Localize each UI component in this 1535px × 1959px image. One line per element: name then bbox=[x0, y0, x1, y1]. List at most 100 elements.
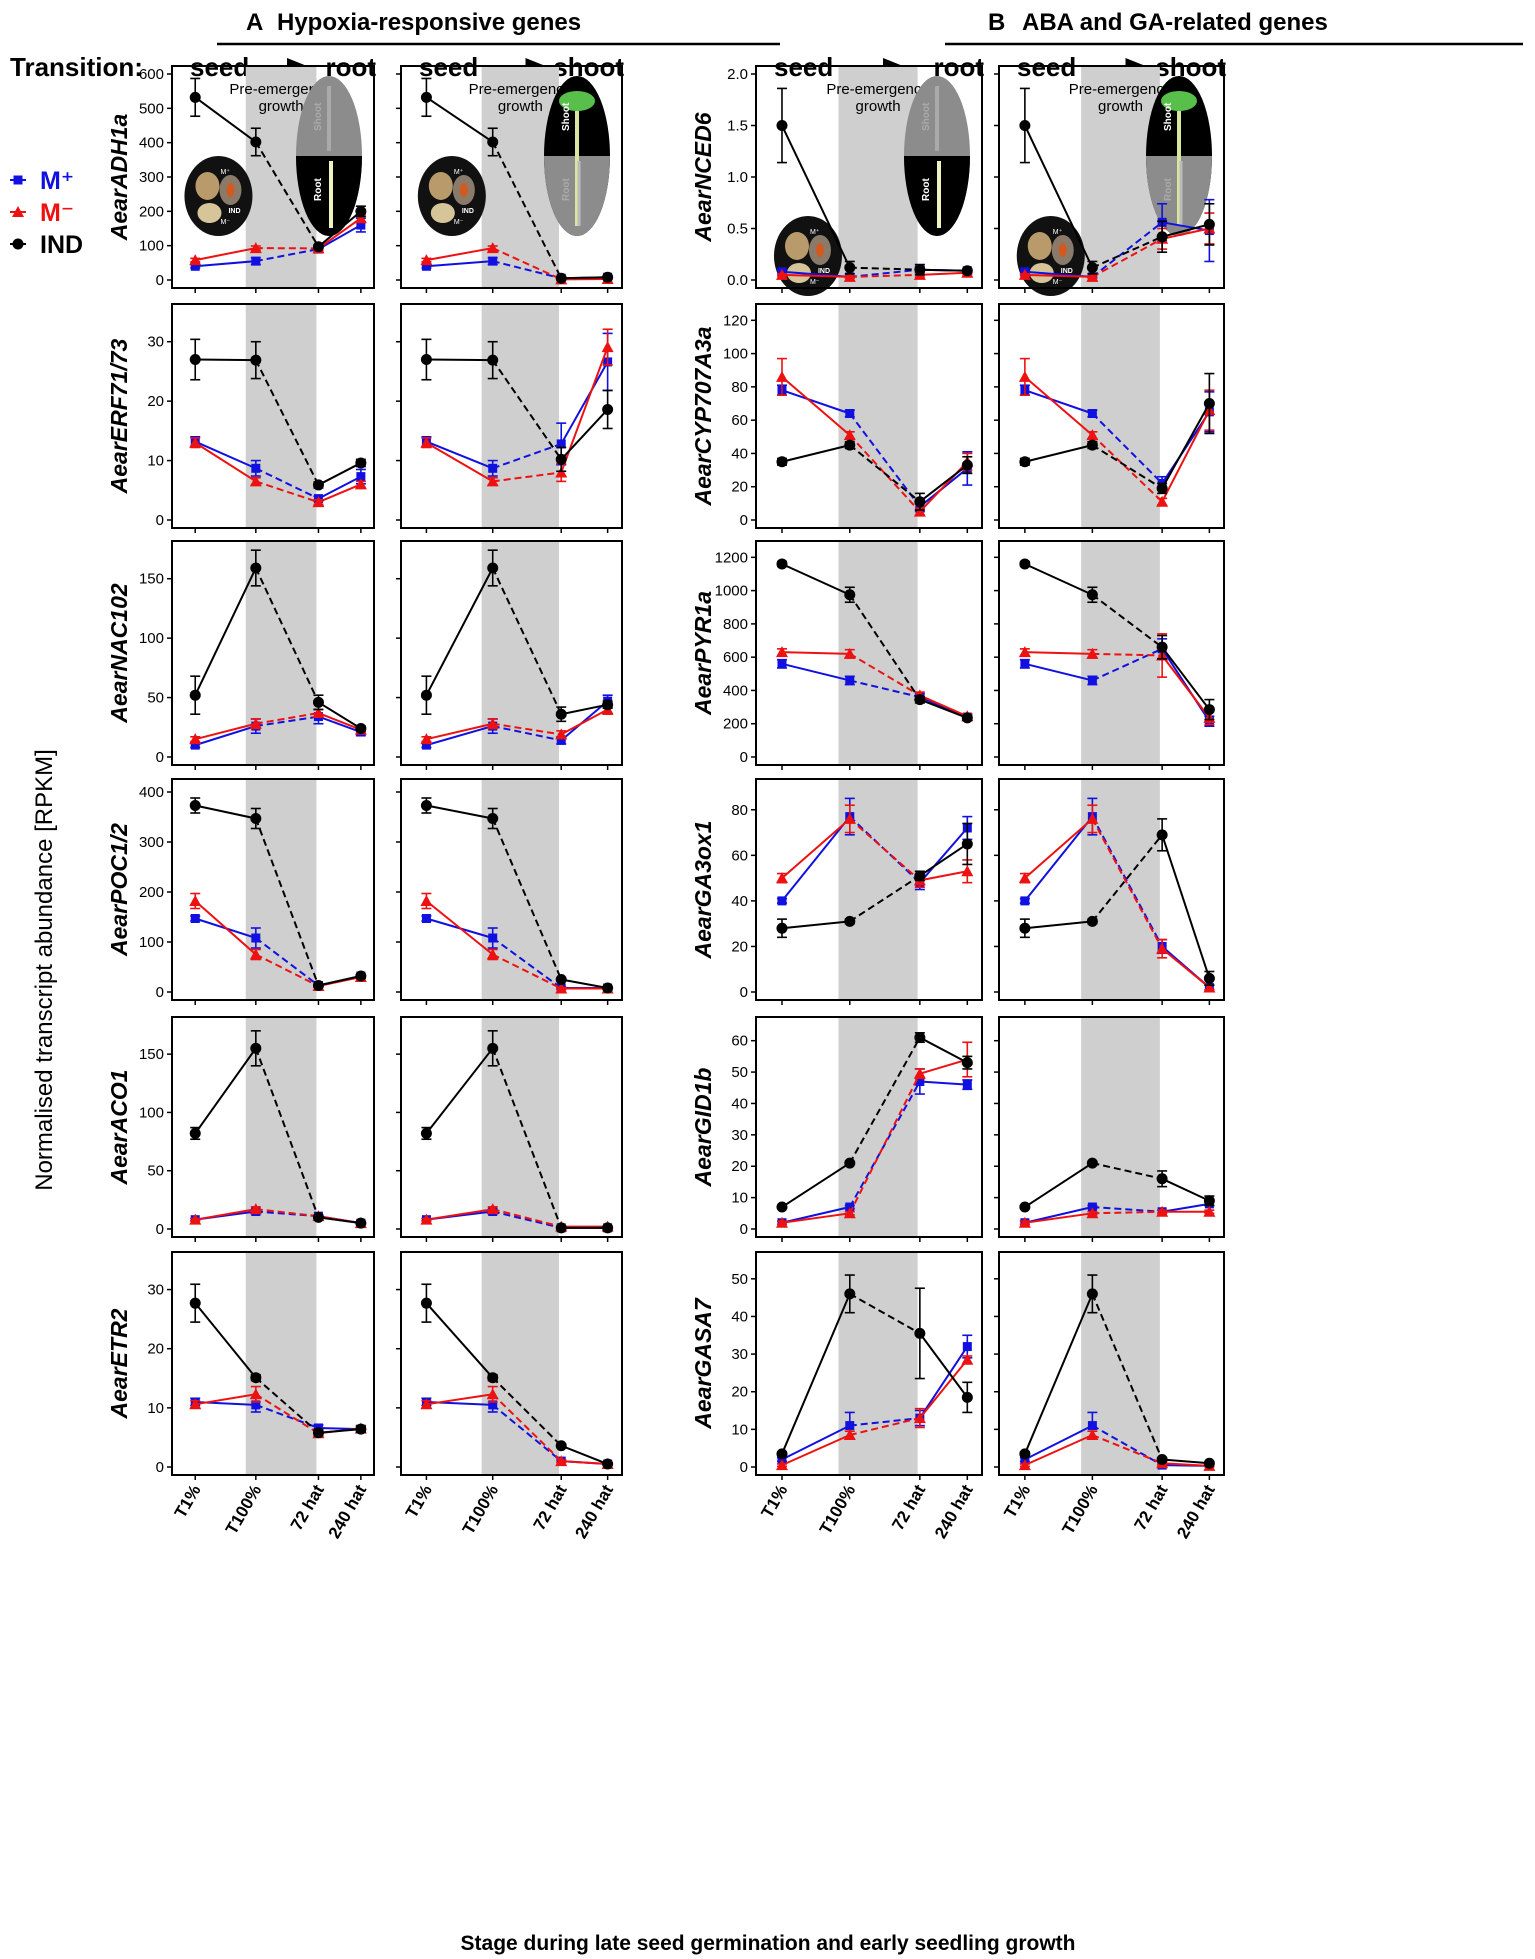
data-point bbox=[1020, 659, 1030, 669]
series-segment bbox=[425, 1302, 494, 1379]
seed-inset-photo: M⁺ IND M⁻ bbox=[417, 156, 486, 236]
data-point bbox=[1087, 675, 1097, 685]
series-segment bbox=[194, 900, 257, 956]
data-point bbox=[1086, 1207, 1099, 1219]
series-ind bbox=[420, 77, 614, 284]
series-segment bbox=[318, 1428, 361, 1434]
series-segment bbox=[1162, 1458, 1210, 1465]
seed-ind-core bbox=[1058, 243, 1067, 257]
data-point bbox=[602, 1458, 614, 1470]
series-m-minus bbox=[1018, 804, 1216, 993]
series-segment bbox=[1091, 834, 1163, 923]
data-point bbox=[1018, 646, 1031, 658]
data-point bbox=[190, 914, 200, 923]
pre-emergence-shade bbox=[838, 66, 918, 288]
y-tick-label: 50 bbox=[147, 1163, 164, 1180]
series-m-minus bbox=[189, 707, 367, 745]
data-point bbox=[488, 1400, 498, 1410]
panel-aeargasa7-2: 0 10 20 30 40 50 AearGASA7 T1% T100% 72 hat 240 ha… bbox=[690, 1251, 983, 1542]
y-tick-label: 0 bbox=[156, 1459, 164, 1476]
data-point bbox=[1086, 262, 1098, 274]
y-tick-label: 1200 bbox=[715, 549, 748, 566]
data-point bbox=[249, 717, 262, 729]
data-point bbox=[1156, 942, 1169, 954]
data-point bbox=[1019, 1448, 1031, 1460]
seed-inset-label-ind: IND bbox=[462, 208, 474, 215]
gene-label: AearCYP707A3a bbox=[690, 326, 716, 506]
panel-frame bbox=[998, 540, 1225, 766]
shade-label: Pre-emergence growth bbox=[1069, 81, 1172, 115]
section-b-letter: B bbox=[988, 9, 1005, 36]
data-point bbox=[602, 1222, 614, 1234]
series-segment bbox=[1091, 434, 1163, 503]
data-point bbox=[914, 264, 926, 276]
data-point bbox=[354, 478, 367, 490]
series-segment bbox=[1092, 652, 1163, 657]
shade-label: Pre-emergence growth bbox=[469, 81, 572, 115]
data-point bbox=[488, 933, 498, 943]
pre-emergence-shade bbox=[838, 1017, 918, 1237]
data-point bbox=[844, 439, 856, 451]
series-segment bbox=[848, 594, 921, 701]
series-segment bbox=[492, 471, 562, 483]
data-point bbox=[775, 646, 788, 658]
legend-marker bbox=[13, 175, 23, 185]
data-point bbox=[488, 256, 498, 266]
data-point bbox=[189, 689, 201, 701]
panel-frame bbox=[171, 303, 375, 529]
panel-frame bbox=[998, 778, 1225, 1001]
data-point bbox=[487, 562, 499, 574]
data-point bbox=[1156, 641, 1168, 653]
data-point bbox=[355, 205, 367, 217]
x-axis-title: Stage during late seed germination and e… bbox=[461, 1932, 1076, 1955]
series-segment bbox=[254, 818, 320, 986]
data-point bbox=[1018, 1459, 1031, 1471]
section-b-title: ABA and GA-related genes bbox=[1022, 9, 1328, 36]
pre-emergence-shade bbox=[1081, 66, 1160, 288]
x-tick-label: 72 hat bbox=[530, 1481, 571, 1533]
data-point bbox=[845, 1421, 855, 1431]
data-point bbox=[1156, 231, 1168, 243]
y-tick-label: 0 bbox=[156, 1221, 164, 1238]
series-segment bbox=[426, 358, 493, 362]
y-tick-label: 300 bbox=[139, 169, 164, 186]
seed-inset-label-m-minus: M⁻ bbox=[220, 219, 230, 226]
series-segment bbox=[919, 1346, 969, 1419]
data-point bbox=[913, 1067, 926, 1079]
panel-frame bbox=[400, 303, 623, 529]
series-segment bbox=[919, 698, 968, 719]
data-point bbox=[420, 1127, 432, 1139]
data-point bbox=[844, 262, 856, 274]
x-tick-label: T1% bbox=[758, 1482, 792, 1522]
panel-frame bbox=[171, 1251, 375, 1476]
data-point bbox=[1087, 1202, 1097, 1212]
data-point bbox=[250, 813, 262, 824]
data-point bbox=[420, 354, 432, 366]
seedling-root-label: Root bbox=[313, 178, 324, 201]
series-segment bbox=[1024, 818, 1094, 879]
series-segment bbox=[426, 725, 493, 747]
panel-frame bbox=[755, 1016, 983, 1238]
data-point bbox=[961, 865, 974, 877]
y-tick-label: 0 bbox=[156, 749, 164, 766]
data-point bbox=[1203, 972, 1215, 984]
data-point bbox=[421, 740, 431, 750]
series-segment bbox=[560, 1444, 609, 1465]
data-point bbox=[1203, 1205, 1216, 1217]
y-tick-label: 0 bbox=[156, 512, 164, 529]
series-ind bbox=[189, 549, 367, 734]
x-tick-label: T100% bbox=[816, 1482, 859, 1538]
seedling-shoot-label: Shoot bbox=[1163, 102, 1174, 131]
header: A Hypoxia-responsive genes B ABA and GA-… bbox=[10, 9, 1523, 82]
data-point bbox=[312, 241, 324, 253]
series-segment bbox=[919, 694, 968, 718]
series-segment bbox=[1161, 648, 1211, 722]
series-segment bbox=[194, 567, 257, 696]
data-point bbox=[775, 268, 788, 280]
series-ind bbox=[1019, 818, 1215, 986]
legend-item-ind: IND bbox=[10, 231, 83, 259]
series-segment bbox=[1091, 593, 1163, 648]
series-segment bbox=[781, 273, 850, 278]
series-segment bbox=[426, 247, 493, 262]
data-point bbox=[602, 271, 614, 283]
